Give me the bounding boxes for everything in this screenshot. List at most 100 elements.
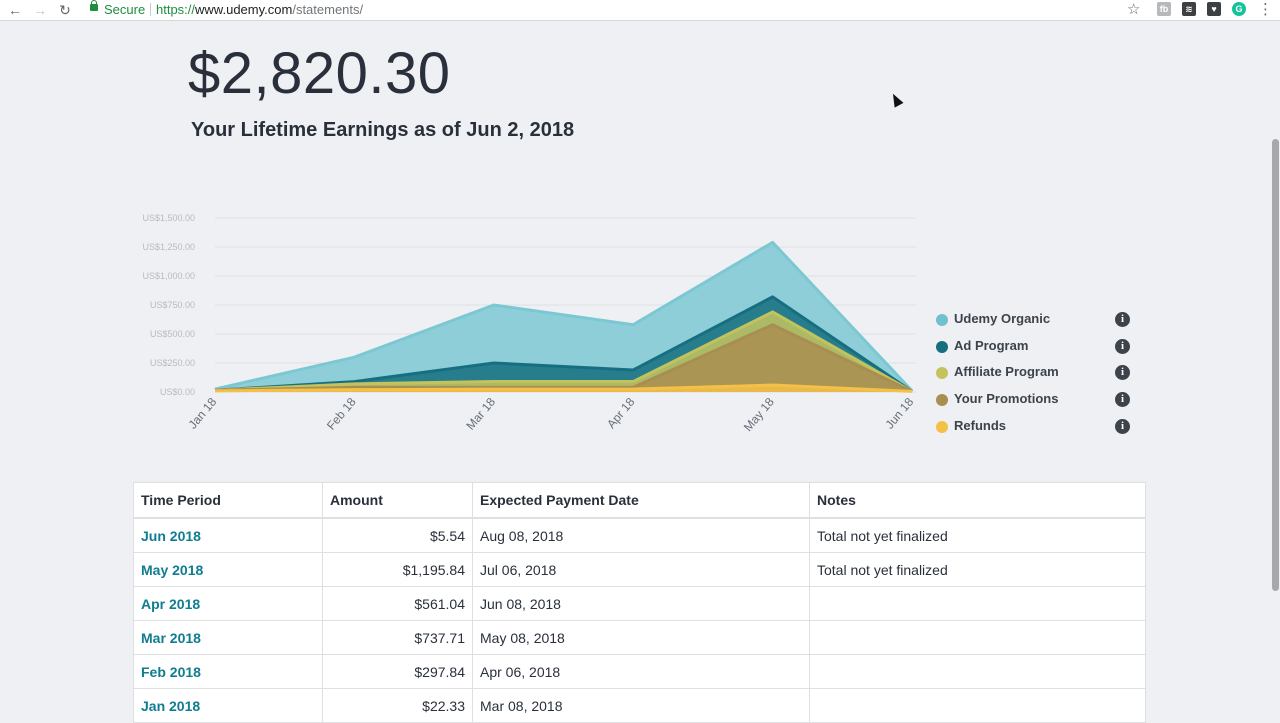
legend-color-dot bbox=[936, 394, 948, 407]
x-tick-label: May 18 bbox=[741, 395, 777, 434]
notes-cell: Total not yet finalized bbox=[809, 517, 1146, 553]
period-link[interactable]: Jun 2018 bbox=[133, 517, 323, 553]
payment-date-cell: Jul 06, 2018 bbox=[472, 552, 810, 587]
x-tick-label: Jan 18 bbox=[185, 395, 219, 432]
table-row: Jan 2018 $22.33 Mar 08, 2018 bbox=[133, 688, 1146, 723]
legend-item[interactable]: Your Promotions i bbox=[936, 389, 1136, 416]
url-protocol: https:// bbox=[156, 2, 196, 17]
address-bar[interactable]: Secure https://www.udemy.com/statements/ bbox=[84, 0, 1149, 19]
payment-date-cell: Mar 08, 2018 bbox=[472, 688, 810, 723]
lifetime-earnings-amount: $2,820.30 bbox=[188, 41, 451, 106]
period-link[interactable]: May 2018 bbox=[133, 552, 323, 587]
info-icon[interactable]: i bbox=[1115, 365, 1130, 381]
legend-item[interactable]: Refunds i bbox=[936, 416, 1136, 443]
legend-color-dot bbox=[936, 314, 948, 326]
legend-label: Your Promotions bbox=[954, 391, 1059, 407]
amount-cell: $1,195.84 bbox=[322, 552, 473, 587]
payment-date-cell: Jun 08, 2018 bbox=[472, 586, 810, 621]
table-row: Apr 2018 $561.04 Jun 08, 2018 bbox=[133, 586, 1146, 621]
x-tick-label: Feb 18 bbox=[324, 395, 359, 433]
legend-color-dot bbox=[936, 340, 948, 353]
secure-label: Secure bbox=[104, 2, 146, 17]
legend-label: Refunds bbox=[954, 417, 1006, 433]
y-tick-label: US$250.00 bbox=[150, 358, 195, 368]
url-text[interactable]: https://www.udemy.com/statements/ bbox=[156, 2, 363, 17]
table-row: May 2018 $1,195.84 Jul 06, 2018 Total not y… bbox=[133, 552, 1146, 587]
period-link[interactable]: Apr 2018 bbox=[133, 586, 323, 621]
url-separator bbox=[150, 3, 151, 16]
earnings-area-chart: US$0.00 US$250.00 US$500.00 US$750.00 US$1,0… bbox=[142, 213, 916, 434]
notes-cell: Total not yet finalized bbox=[809, 552, 1146, 587]
layers-extension-icon[interactable]: ≋ bbox=[1182, 2, 1196, 16]
amount-cell: $5.54 bbox=[322, 517, 473, 553]
scrollbar-thumb[interactable] bbox=[1272, 139, 1279, 591]
payment-date-cell: May 08, 2018 bbox=[472, 620, 810, 655]
period-link[interactable]: Jan 2018 bbox=[133, 688, 323, 723]
browser-menu-icon[interactable]: ⋮ bbox=[1258, 1, 1273, 18]
y-tick-label: US$1,500.00 bbox=[142, 213, 195, 223]
amount-cell: $297.84 bbox=[322, 654, 473, 689]
legend-color-dot bbox=[936, 367, 948, 380]
period-link[interactable]: Mar 2018 bbox=[133, 620, 323, 655]
notes-cell bbox=[809, 654, 1146, 689]
line-affiliate-program bbox=[214, 310, 913, 393]
header-notes: Notes bbox=[809, 482, 1146, 519]
statements-table: Time Period Amount Expected Payment Date… bbox=[133, 482, 1146, 723]
amount-cell: $22.33 bbox=[322, 688, 473, 723]
payment-date-cell: Apr 06, 2018 bbox=[472, 654, 810, 689]
info-icon[interactable]: i bbox=[1115, 418, 1130, 434]
url-host: www.udemy.com bbox=[195, 2, 293, 17]
line-udemy-organic bbox=[214, 240, 914, 392]
notes-cell bbox=[809, 586, 1146, 621]
statements-table-container: Time Period Amount Expected Payment Date… bbox=[133, 482, 1146, 723]
notes-cell bbox=[809, 688, 1146, 723]
legend-label: Udemy Organic bbox=[954, 311, 1051, 326]
y-tick-label: US$500.00 bbox=[150, 329, 195, 339]
forward-arrow-icon[interactable]: → bbox=[33, 2, 47, 18]
legend-item[interactable]: Affiliate Program i bbox=[936, 362, 1136, 389]
notes-cell bbox=[809, 620, 1146, 655]
grammarly-extension-icon[interactable]: G bbox=[1232, 2, 1246, 16]
page-scrollbar[interactable] bbox=[1270, 21, 1280, 720]
lock-icon bbox=[90, 0, 98, 11]
browser-toolbar: ← → ↻ Secure https://www.udemy.com/state… bbox=[0, 0, 1280, 21]
legend-label: Ad Program bbox=[954, 337, 1029, 353]
table-header-row: Time Period Amount Expected Payment Date… bbox=[133, 482, 1146, 519]
amount-cell: $737.71 bbox=[322, 620, 473, 655]
line-refunds bbox=[214, 383, 913, 393]
url-path: /statements/ bbox=[292, 2, 364, 17]
legend-item[interactable]: Udemy Organic i bbox=[936, 309, 1136, 336]
y-tick-label: US$1,000.00 bbox=[142, 271, 195, 281]
x-tick-label: Mar 18 bbox=[463, 395, 498, 433]
info-icon[interactable]: i bbox=[1115, 312, 1130, 327]
info-icon[interactable]: i bbox=[1115, 392, 1130, 408]
amount-cell: $561.04 bbox=[322, 586, 473, 621]
bookmark-star-icon[interactable]: ☆ bbox=[1127, 1, 1141, 18]
legend-item[interactable]: Ad Program i bbox=[936, 336, 1136, 363]
header-time-period: Time Period bbox=[133, 482, 323, 519]
mouse-cursor bbox=[888, 91, 904, 108]
reload-icon[interactable]: ↻ bbox=[59, 2, 71, 18]
x-tick-label: Jun 18 bbox=[882, 395, 916, 432]
header-amount: Amount bbox=[322, 482, 473, 519]
pocket-extension-icon[interactable]: ♥ bbox=[1207, 2, 1221, 16]
period-link[interactable]: Feb 2018 bbox=[133, 654, 323, 689]
y-tick-label: US$0.00 bbox=[160, 387, 195, 397]
header-expected-payment-date: Expected Payment Date bbox=[472, 482, 810, 519]
line-your-promotions bbox=[214, 323, 913, 393]
y-tick-label: US$1,250.00 bbox=[142, 242, 195, 252]
table-row: Jun 2018 $5.54 Aug 08, 2018 Total not yet f… bbox=[133, 517, 1146, 553]
table-row: Feb 2018 $297.84 Apr 06, 2018 bbox=[133, 654, 1146, 689]
back-arrow-icon[interactable]: ← bbox=[8, 2, 22, 18]
legend-color-dot bbox=[936, 420, 948, 433]
payment-date-cell: Aug 08, 2018 bbox=[472, 517, 810, 553]
fb-extension-icon[interactable]: fb bbox=[1157, 2, 1171, 16]
legend-label: Affiliate Program bbox=[954, 364, 1059, 380]
chart-legend: Udemy Organic i Ad Program i Affiliate Progr… bbox=[936, 309, 1136, 442]
line-ad-program bbox=[214, 295, 913, 393]
table-row: Mar 2018 $737.71 May 08, 2018 bbox=[133, 620, 1146, 655]
info-icon[interactable]: i bbox=[1115, 338, 1130, 354]
lifetime-earnings-subtitle: Your Lifetime Earnings as of Jun 2, 2018 bbox=[191, 119, 575, 141]
x-tick-label: Apr 18 bbox=[604, 395, 638, 431]
y-tick-label: US$750.00 bbox=[150, 300, 195, 310]
